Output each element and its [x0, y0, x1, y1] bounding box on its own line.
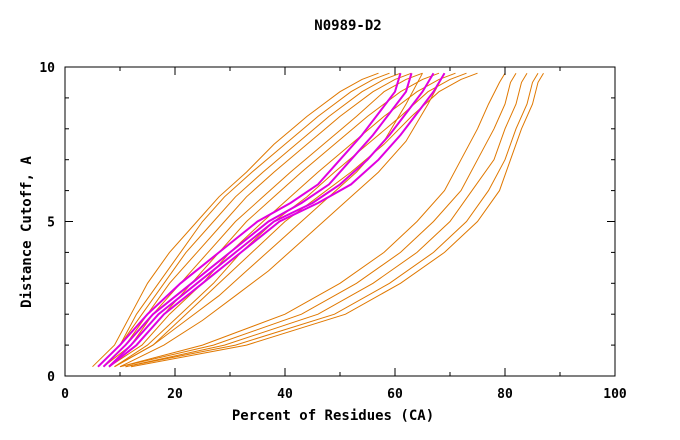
- series-line-model-12: [125, 72, 528, 368]
- x-tick-label: 20: [167, 387, 183, 402]
- series-line-model-9: [114, 72, 478, 368]
- series-line-model-2: [97, 72, 390, 368]
- y-tick-label: 0: [47, 370, 55, 385]
- series-line-model-13: [125, 72, 539, 368]
- series-line-model-10: [119, 72, 506, 368]
- series-line-model-20: [108, 72, 446, 368]
- series-line-model-14: [130, 72, 544, 368]
- x-tick-label: 100: [603, 387, 627, 402]
- series-line-model-17: [97, 72, 402, 368]
- series-group: [92, 72, 544, 368]
- x-tick-label: 0: [61, 387, 69, 402]
- series-line-model-18: [102, 72, 413, 368]
- series-line-model-15: [119, 72, 445, 368]
- series-line-model-6: [108, 72, 440, 368]
- series-line-model-19: [108, 72, 435, 368]
- series-line-model-1: [92, 72, 379, 368]
- x-axis-label: Percent of Residues (CA): [232, 408, 434, 424]
- series-line-model-3: [97, 72, 401, 368]
- series-line-model-8: [114, 72, 467, 368]
- plot-frame: [64, 66, 616, 377]
- x-tick-label: 60: [387, 387, 403, 402]
- y-axis-label: Distance Cutoff, A: [19, 156, 35, 308]
- series-line-model-11: [119, 72, 517, 368]
- y-tick-label: 10: [39, 61, 55, 76]
- chart-title: N0989-D2: [314, 18, 381, 34]
- series-line-model-16: [114, 72, 423, 368]
- x-tick-label: 80: [497, 387, 513, 402]
- y-tick-label: 5: [47, 216, 55, 231]
- series-line-model-7: [108, 72, 456, 368]
- x-tick-label: 40: [277, 387, 293, 402]
- tick-group: 0 20 40 60 80 100 0 5 10: [39, 61, 627, 402]
